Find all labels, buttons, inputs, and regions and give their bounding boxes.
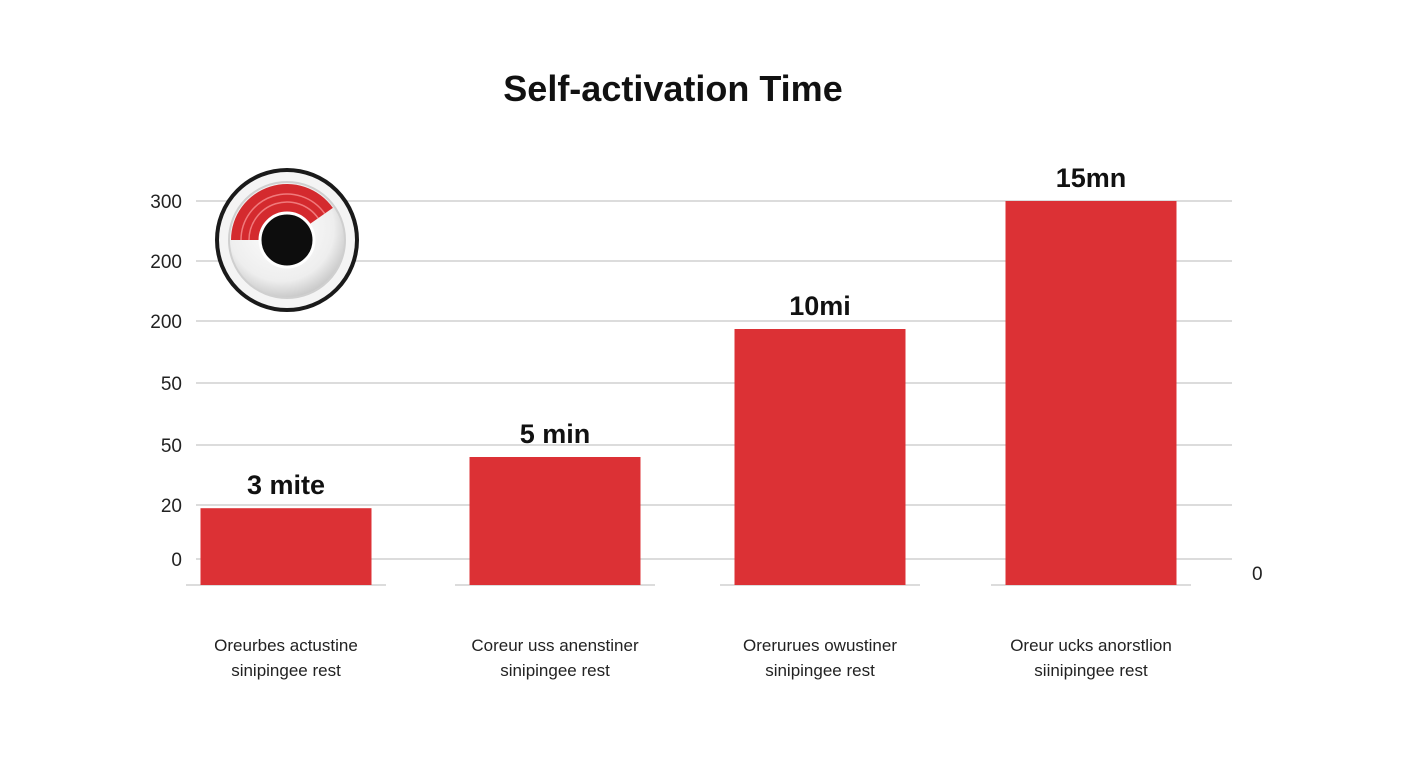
y-tick-label: 300	[150, 192, 182, 213]
dial-hub	[258, 211, 316, 269]
bar	[200, 508, 372, 585]
category-label: sinipingee rest	[231, 661, 341, 680]
data-label: 3 mite	[247, 470, 325, 500]
category-label: Coreur uss anenstiner	[471, 636, 639, 655]
category-label: Oreurbes actustine	[214, 636, 358, 655]
y-tick-label: 50	[161, 374, 182, 395]
bar	[1005, 201, 1177, 585]
y-tick-label: 0	[171, 550, 182, 571]
bars	[186, 201, 1191, 586]
bar	[734, 329, 906, 585]
chart-title: Self-activation Time	[503, 68, 843, 109]
bar	[469, 457, 641, 585]
y-tick-label: 50	[161, 436, 182, 457]
dial-sector-ring	[248, 201, 319, 241]
x-axis-labels: Oreurbes actustine sinipingee rest Coreur …	[214, 636, 1172, 680]
data-labels: 3 mite 5 min 10mi 15mn	[247, 163, 1126, 500]
category-label: siinipingee rest	[1034, 661, 1148, 680]
category-label: Oreur ucks anorstlion	[1010, 636, 1172, 655]
y-tick-label: 200	[150, 252, 182, 273]
timer-dial-icon	[215, 168, 359, 312]
dial-sector-ring	[240, 193, 326, 241]
data-label: 10mi	[789, 291, 851, 321]
data-label: 15mn	[1056, 163, 1127, 193]
data-label: 5 min	[520, 419, 591, 449]
y-tick-label: 200	[150, 312, 182, 333]
category-label: Orerurues owustiner	[743, 636, 897, 655]
category-label: sinipingee rest	[500, 661, 610, 680]
y-tick-label: 20	[161, 496, 182, 517]
category-label: sinipingee rest	[765, 661, 875, 680]
right-axis-label: 0	[1252, 564, 1263, 585]
